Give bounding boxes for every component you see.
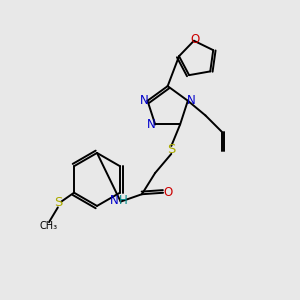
Text: CH₃: CH₃ xyxy=(40,221,58,231)
Text: H: H xyxy=(118,194,127,207)
Text: S: S xyxy=(54,196,62,209)
Text: N: N xyxy=(147,118,156,131)
Text: S: S xyxy=(167,143,176,156)
Text: N: N xyxy=(110,194,118,207)
Text: N: N xyxy=(140,94,148,107)
Text: O: O xyxy=(190,33,200,46)
Text: N: N xyxy=(187,94,196,107)
Text: O: O xyxy=(164,186,173,199)
